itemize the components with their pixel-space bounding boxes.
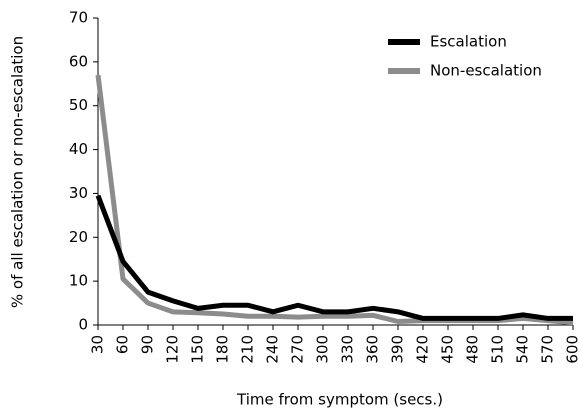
x-tick-label: 180 <box>214 335 232 364</box>
x-tick-label: 270 <box>289 335 307 364</box>
legend-label: Escalation <box>430 33 507 51</box>
x-tick-label: 150 <box>189 335 207 364</box>
y-tick-label: 20 <box>69 228 88 246</box>
x-tick-label: 210 <box>239 335 257 364</box>
x-tick-label: 510 <box>489 335 507 364</box>
x-tick-label: 450 <box>439 335 457 364</box>
x-axis-label: Time from symptom (secs.) <box>236 391 443 409</box>
x-tick-label: 390 <box>389 335 407 364</box>
y-tick-label: 10 <box>69 272 88 290</box>
x-tick-label: 300 <box>314 335 332 364</box>
x-tick-label: 30 <box>89 335 107 354</box>
y-tick-label: 40 <box>69 140 88 158</box>
x-tick-label: 480 <box>464 335 482 364</box>
x-tick-label: 600 <box>564 335 579 364</box>
y-tick-label: 50 <box>69 96 88 114</box>
x-tick-label: 240 <box>264 335 282 364</box>
y-axis-label: % of all escalation or non-escalation <box>9 36 27 308</box>
x-tick-label: 120 <box>164 335 182 364</box>
series-line <box>95 194 573 321</box>
y-tick-label: 70 <box>69 9 88 27</box>
y-tick-label: 0 <box>78 316 88 334</box>
x-tick-label: 420 <box>414 335 432 364</box>
y-tick-label: 30 <box>69 184 88 202</box>
series-line <box>95 74 574 326</box>
x-tick-label: 90 <box>139 335 157 354</box>
x-tick-label: 330 <box>339 335 357 364</box>
x-tick-label: 570 <box>539 335 557 364</box>
legend-label: Non-escalation <box>430 62 542 80</box>
x-tick-label: 60 <box>114 335 132 354</box>
x-tick-label: 360 <box>364 335 382 364</box>
x-tick-label: 540 <box>514 335 532 364</box>
y-tick-label: 60 <box>69 52 88 70</box>
